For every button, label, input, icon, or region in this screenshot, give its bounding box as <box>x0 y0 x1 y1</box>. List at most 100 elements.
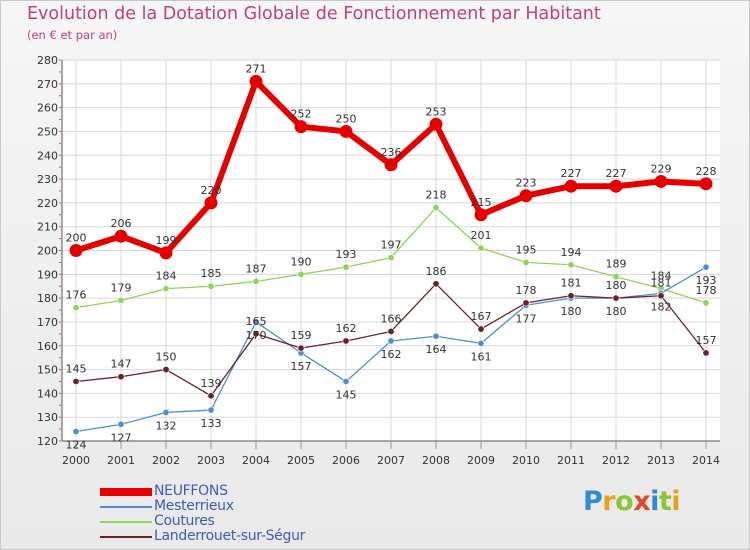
data-point <box>252 318 260 326</box>
data-label: 197 <box>381 239 402 252</box>
y-tick-label: 210 <box>37 221 58 234</box>
data-label: 180 <box>606 305 627 318</box>
data-point <box>612 294 620 302</box>
y-tick-label: 180 <box>37 292 58 305</box>
data-point <box>117 297 125 305</box>
data-point <box>342 337 350 345</box>
data-point <box>69 244 83 257</box>
data-point <box>387 337 395 345</box>
chart-title: Evolution de la Dotation Globale de Fonc… <box>27 4 601 24</box>
data-label: 236 <box>381 146 402 159</box>
data-point <box>207 392 215 400</box>
data-label: 179 <box>111 282 132 295</box>
legend-swatch <box>100 521 152 523</box>
y-tick-label: 260 <box>37 102 58 115</box>
data-point <box>294 120 308 134</box>
data-label: 195 <box>516 243 537 256</box>
data-label: 199 <box>156 234 177 247</box>
y-tick-label: 230 <box>37 173 58 186</box>
x-tick-label: 2014 <box>692 454 720 467</box>
data-point <box>339 124 353 138</box>
data-label: 220 <box>201 184 222 197</box>
data-label: 170 <box>246 329 267 342</box>
data-point <box>114 229 128 243</box>
grid <box>62 59 720 442</box>
data-point <box>477 339 485 347</box>
data-point <box>519 189 533 203</box>
y-tick-label: 140 <box>37 387 58 400</box>
data-label: 157 <box>696 334 717 347</box>
data-label: 227 <box>561 167 582 180</box>
data-label: 166 <box>381 312 402 325</box>
data-point <box>432 280 440 288</box>
data-point <box>702 349 710 357</box>
data-point <box>477 325 485 333</box>
data-point <box>159 246 173 260</box>
y-tick-label: 150 <box>37 364 58 377</box>
data-label: 190 <box>291 255 312 268</box>
data-label: 180 <box>606 279 627 292</box>
y-tick-label: 190 <box>37 268 58 281</box>
chart-subtitle: (en € et par an) <box>27 28 118 42</box>
data-point <box>117 420 125 428</box>
data-point <box>474 208 488 222</box>
data-label: 181 <box>651 277 672 290</box>
data-label: 218 <box>426 189 447 202</box>
x-tick-label: 2002 <box>152 454 180 467</box>
data-label: 201 <box>471 229 492 242</box>
data-label: 157 <box>291 360 312 373</box>
data-label: 189 <box>606 258 627 271</box>
data-label: 162 <box>336 322 357 335</box>
data-label: 177 <box>516 312 537 325</box>
x-tick-label: 2011 <box>557 454 585 467</box>
x-tick-label: 2005 <box>287 454 315 467</box>
data-label: 181 <box>561 277 582 290</box>
data-label: 145 <box>66 362 87 375</box>
y-tick-label: 120 <box>37 435 58 448</box>
data-point <box>567 261 575 269</box>
y-tick-label: 220 <box>37 197 58 210</box>
y-tick-label: 170 <box>37 316 58 329</box>
data-label: 193 <box>696 274 717 287</box>
legend-label: Landerrouet-sur-Ségur <box>154 528 306 544</box>
x-tick-label: 2001 <box>107 454 135 467</box>
data-label: 184 <box>651 270 672 283</box>
data-label: 228 <box>696 165 717 178</box>
data-point <box>564 179 578 193</box>
data-label: 178 <box>696 284 717 297</box>
data-point <box>207 406 215 414</box>
x-tick-label: 2004 <box>242 454 270 467</box>
legend-swatch <box>100 536 152 538</box>
data-point <box>162 408 170 416</box>
data-point <box>162 285 170 293</box>
legend-label: Coutures <box>154 513 215 529</box>
data-point <box>249 74 263 88</box>
data-point <box>297 344 305 352</box>
data-label: 184 <box>156 270 177 283</box>
data-label: 182 <box>651 300 672 313</box>
data-label: 200 <box>66 232 87 245</box>
data-label: 165 <box>246 315 267 328</box>
proxiti-logo: Proxiti <box>583 486 681 517</box>
data-label: 223 <box>516 177 537 190</box>
data-point <box>567 292 575 300</box>
x-tick-label: 2010 <box>512 454 540 467</box>
data-label: 159 <box>291 329 312 342</box>
x-tick-label: 2003 <box>197 454 225 467</box>
data-point <box>387 254 395 262</box>
data-label: 185 <box>201 267 222 280</box>
data-point <box>702 299 710 307</box>
data-label: 167 <box>471 310 492 323</box>
data-point <box>654 174 668 188</box>
data-label: 215 <box>471 196 492 209</box>
y-tick-label: 160 <box>37 340 58 353</box>
x-tick-label: 2012 <box>602 454 630 467</box>
data-label: 250 <box>336 112 357 125</box>
data-label: 124 <box>66 438 87 451</box>
x-tick-label: 2008 <box>422 454 450 467</box>
data-point <box>432 204 440 212</box>
data-point <box>432 332 440 340</box>
data-label: 178 <box>516 284 537 297</box>
data-point <box>609 179 623 193</box>
legend-swatch <box>100 506 152 508</box>
